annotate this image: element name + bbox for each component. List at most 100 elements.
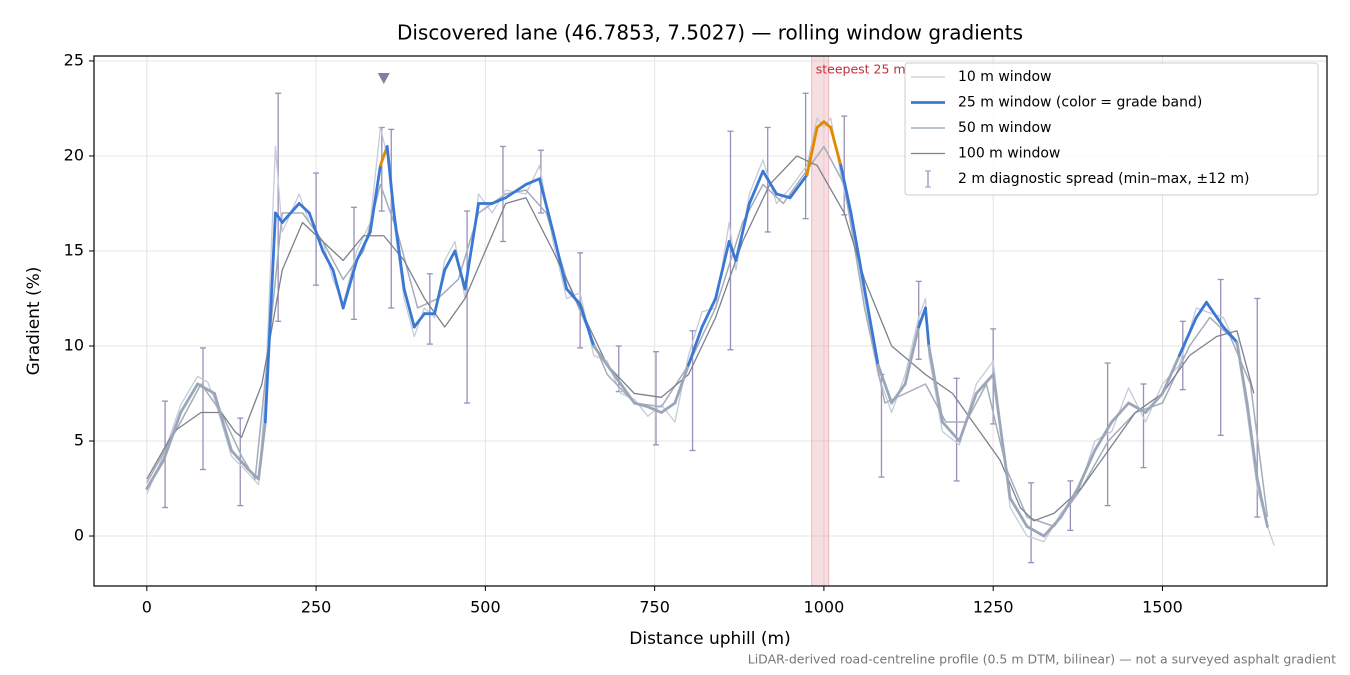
chart-title: Discovered lane (46.7853, 7.5027) — roll… (397, 21, 1023, 45)
line-segment (815, 120, 826, 129)
line-segment (1025, 525, 1046, 538)
line-segment (368, 164, 382, 234)
x-tick-label: 1500 (1142, 598, 1183, 617)
line-segment (433, 268, 447, 316)
line-segment (162, 411, 183, 462)
x-tick-label: 250 (301, 598, 332, 617)
line-segment (1194, 300, 1208, 319)
line-segment (839, 164, 853, 215)
line-segment (524, 177, 541, 186)
error-bar (615, 345, 622, 393)
line-segment (246, 468, 260, 481)
line-segment (714, 240, 731, 300)
line-segment (1093, 420, 1114, 452)
line-segment (1076, 449, 1097, 490)
line-segment (1059, 487, 1080, 519)
line-segment (748, 169, 765, 205)
line-segment (1235, 340, 1249, 405)
line-segment (592, 344, 609, 367)
line-segment (829, 126, 843, 167)
error-bar (200, 347, 207, 471)
y-tick-label: 20 (64, 145, 84, 164)
error-bar (275, 92, 282, 322)
span-label: steepest 25 m (816, 62, 906, 77)
y-tick-label: 10 (64, 335, 84, 354)
line-segment (578, 302, 596, 348)
error-bar (388, 128, 395, 309)
line-segment (605, 363, 623, 386)
plot-frame (93, 55, 1328, 587)
line-segment (1177, 316, 1198, 357)
line-segment (1161, 354, 1181, 395)
error-bar (727, 130, 734, 351)
line-segment (700, 297, 717, 329)
error-bar (953, 377, 960, 482)
line-segment (1205, 300, 1225, 329)
line-segment (863, 287, 880, 367)
line-segment (307, 211, 325, 253)
line-segment (443, 249, 457, 272)
line-segment (1110, 401, 1131, 424)
line-segment (924, 306, 931, 348)
line-segment (974, 373, 995, 395)
line-segment (1255, 477, 1269, 528)
y-axis-label: Gradient (%) (24, 267, 44, 376)
x-axis-label: Distance uphill (m) (629, 629, 790, 649)
error-bar (1140, 383, 1147, 469)
line-segment (1042, 515, 1063, 538)
line-segment (331, 268, 345, 310)
line-segment (179, 382, 199, 414)
legend-label: 100 m window (958, 146, 1060, 162)
line-series (146, 155, 1255, 522)
error-bar (1067, 480, 1074, 531)
line-segment (734, 202, 751, 262)
error-bar (426, 273, 433, 345)
x-tick-label: 1000 (804, 598, 845, 617)
line-segment (341, 259, 359, 310)
line-segment (917, 306, 927, 329)
line-segment (849, 211, 866, 291)
line-segment (941, 420, 961, 443)
line-segment (1222, 325, 1239, 344)
line-segment (213, 392, 233, 452)
line-segment (392, 211, 406, 291)
error-bar (1217, 278, 1224, 436)
line-segment (145, 458, 166, 490)
line-segment (660, 401, 677, 414)
line-segment (1144, 392, 1164, 414)
line-segment (903, 325, 921, 386)
line-segment (890, 382, 907, 405)
line-segment (297, 202, 311, 215)
error-bar (577, 252, 584, 349)
line-segment (673, 363, 690, 405)
x-tick-label: 0 (142, 598, 152, 617)
y-tick-label: 5 (74, 431, 84, 450)
line-segment (280, 202, 301, 224)
line-segment (822, 120, 833, 129)
line-segment (196, 382, 216, 395)
error-bar (802, 92, 809, 220)
line-segment (775, 192, 792, 200)
footnote: LiDAR-derived road-centreline profile (0… (748, 652, 1336, 667)
line-segment (257, 420, 267, 481)
line-segment (402, 287, 416, 329)
legend-box (904, 62, 1319, 196)
line-segment (538, 177, 555, 234)
line-segment (490, 196, 508, 205)
y-tick-label: 25 (64, 50, 84, 69)
line-segment (412, 312, 426, 329)
line-segment (1008, 496, 1029, 528)
line-segment (788, 173, 809, 200)
legend-label: 2 m diagnostic spread (min–max, ±12 m) (958, 171, 1249, 187)
line-segment (321, 249, 335, 272)
error-bar (652, 351, 659, 446)
line-segment (263, 211, 277, 424)
line-segment (385, 145, 396, 215)
error-bar (464, 210, 471, 404)
legend-label: 10 m window (958, 69, 1051, 85)
legend-label: 50 m window (958, 120, 1051, 136)
line-segment (379, 145, 389, 167)
line-segment (619, 382, 636, 405)
line-segment (927, 344, 944, 424)
